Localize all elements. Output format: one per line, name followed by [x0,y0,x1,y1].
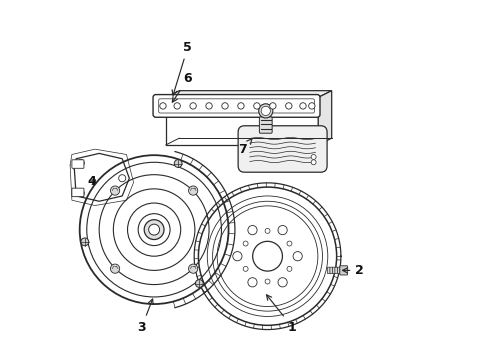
FancyBboxPatch shape [159,99,314,113]
Text: 3: 3 [137,299,153,334]
Polygon shape [318,91,331,145]
FancyBboxPatch shape [72,160,84,168]
Circle shape [205,103,212,109]
Circle shape [174,159,182,167]
Circle shape [277,225,286,235]
Circle shape [144,220,163,239]
FancyBboxPatch shape [332,267,335,274]
Circle shape [222,103,228,109]
Polygon shape [165,91,331,98]
FancyBboxPatch shape [329,267,332,274]
Circle shape [247,225,257,235]
Bar [165,98,318,145]
Circle shape [237,103,244,109]
Text: 6: 6 [172,72,192,102]
Circle shape [232,252,242,261]
FancyBboxPatch shape [337,267,340,274]
Text: 4: 4 [87,175,96,188]
FancyBboxPatch shape [339,267,342,274]
Circle shape [299,103,305,109]
Circle shape [110,264,120,273]
Circle shape [160,103,166,109]
Circle shape [189,103,196,109]
Circle shape [252,241,282,271]
Text: 2: 2 [342,264,364,277]
Circle shape [253,103,260,109]
FancyBboxPatch shape [72,188,84,197]
Circle shape [77,159,84,167]
FancyBboxPatch shape [238,126,326,172]
Circle shape [119,175,125,182]
Circle shape [195,280,203,287]
Circle shape [77,190,84,197]
Circle shape [243,266,247,271]
Circle shape [264,279,269,284]
Circle shape [258,104,272,118]
Circle shape [286,241,291,246]
Circle shape [292,252,302,261]
Text: 5: 5 [172,41,192,95]
Circle shape [310,154,315,159]
Text: 1: 1 [266,295,296,334]
Circle shape [174,103,180,109]
Circle shape [188,186,197,195]
Circle shape [247,278,257,287]
Circle shape [243,241,247,246]
Circle shape [81,238,88,246]
Circle shape [310,160,315,165]
Text: 7: 7 [238,139,251,156]
Circle shape [285,103,291,109]
Circle shape [110,186,120,195]
FancyBboxPatch shape [153,95,319,117]
FancyBboxPatch shape [259,117,272,133]
Circle shape [286,266,291,271]
Circle shape [148,224,159,235]
Circle shape [269,103,276,109]
FancyBboxPatch shape [327,267,329,274]
Circle shape [277,278,286,287]
Circle shape [308,103,314,109]
FancyBboxPatch shape [334,267,337,274]
Circle shape [261,106,270,116]
FancyBboxPatch shape [339,266,347,275]
Circle shape [188,264,197,273]
Circle shape [264,228,269,233]
